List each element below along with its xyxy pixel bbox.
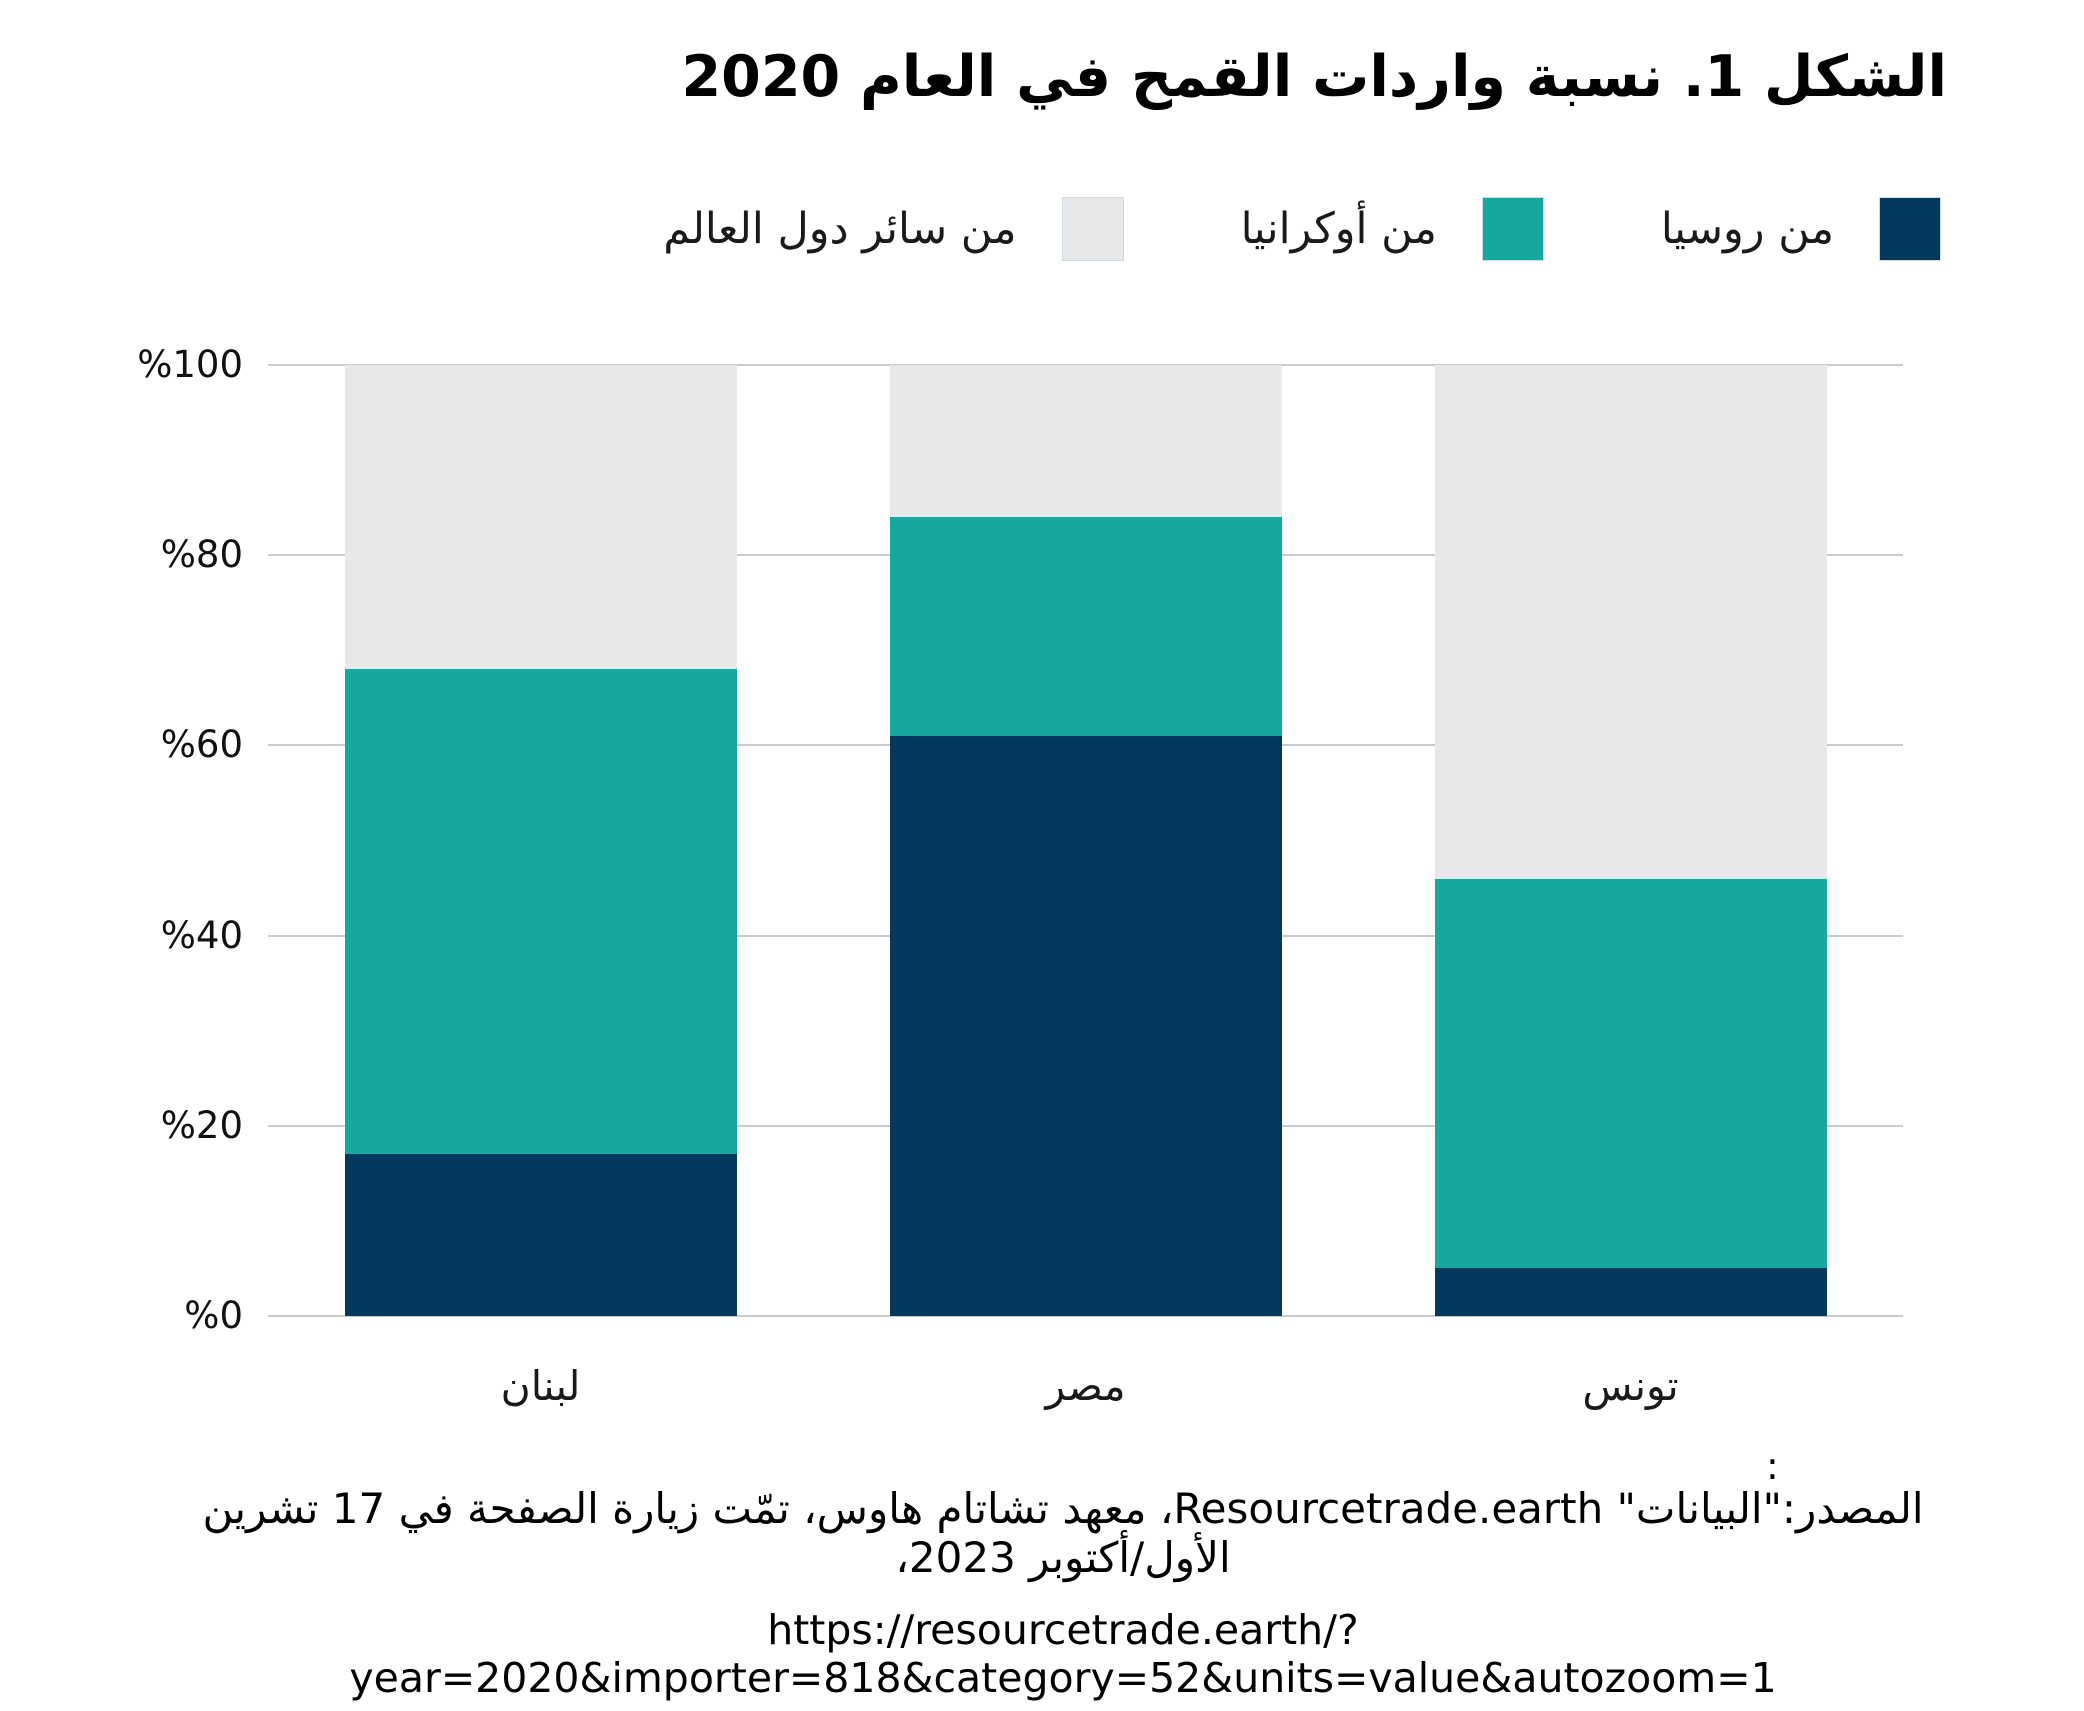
bar-segment-c0-s2	[344, 365, 737, 670]
source-text: المصدر:"البيانات" Resourcetrade.earth، م…	[202, 1484, 1924, 1582]
gridline-0	[268, 1315, 1903, 1317]
y-axis-label-60: %60	[160, 723, 243, 767]
x-axis-label-0: لبنان	[500, 1362, 581, 1410]
legend-label-ukraine: من أوكرانيا	[1240, 204, 1437, 254]
y-axis-label-20: %20	[160, 1103, 243, 1147]
source-block: المصدر:"البيانات" Resourcetrade.earth، م…	[160, 1484, 1966, 1702]
bar-segment-c2-s0	[1434, 1268, 1827, 1316]
x-axis-label-1: مصر	[1045, 1362, 1126, 1410]
bar-segment-c2-s2	[1434, 365, 1827, 879]
legend-item-ukraine: من أوكرانيا	[1241, 198, 1543, 260]
russia-color-swatch	[1880, 198, 1940, 260]
bar-segment-c1-s2	[889, 365, 1282, 518]
y-axis-label-0: %0	[184, 1294, 243, 1337]
rest-of-world-color-swatch	[1062, 198, 1123, 260]
plot-area: %0 %20 %40 %60 %80 %100 لبنان مصر تونس	[137, 343, 1903, 1410]
y-axis-label-40: %40	[160, 913, 243, 957]
bar-segment-c2-s1	[1434, 878, 1827, 1269]
chart-title: الشكل 1. نسبة واردات القمح في العام 2020	[681, 44, 1948, 110]
source-colon: :	[1766, 1444, 1779, 1488]
source-url: https://resourcetrade.earth/?year=2020&i…	[349, 1606, 1777, 1702]
legend-item-rest-of-world: من سائر دول العالم	[663, 198, 1123, 260]
bar-segment-c0-s0	[344, 1154, 737, 1316]
y-axis-label-80: %80	[160, 533, 243, 577]
chart-legend: من روسيا من أوكرانيا من سائر دول العالم	[663, 198, 1940, 260]
legend-label-russia: من روسيا	[1660, 204, 1834, 254]
bar-segment-c1-s1	[889, 517, 1282, 736]
x-axis-label-2: تونس	[1582, 1362, 1679, 1410]
legend-item-russia: من روسيا	[1661, 198, 1940, 260]
bar-segment-c0-s1	[344, 669, 737, 1155]
y-axis-label-100: %100	[137, 343, 243, 386]
ukraine-color-swatch	[1482, 198, 1543, 260]
bar-segment-c1-s0	[889, 735, 1282, 1316]
legend-label-rest-of-world: من سائر دول العالم	[663, 204, 1017, 254]
